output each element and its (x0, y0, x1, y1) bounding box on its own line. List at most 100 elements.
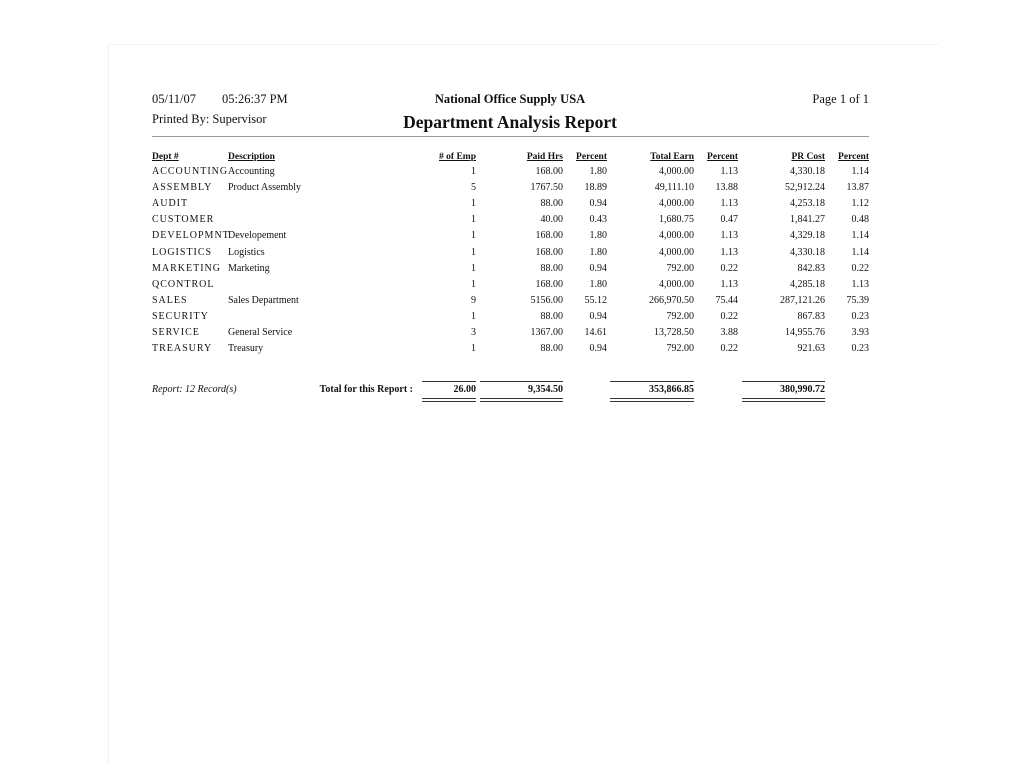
cell-value: 1 (471, 214, 476, 226)
cell-value: 1 (471, 343, 476, 355)
cell-value: 55.12 (584, 294, 608, 306)
cell-value: 4,329.18 (790, 230, 825, 242)
cell-value: 168.00 (535, 246, 564, 258)
cell-value: 4,000.00 (659, 198, 694, 210)
cell-value: 1.14 (851, 230, 870, 242)
column-header: PR Cost (791, 152, 825, 162)
record-count: Report: 12 Record(s) (152, 384, 237, 395)
cell-value: 4,253.18 (790, 198, 825, 210)
cell-value: 266,970.50 (649, 294, 694, 306)
cell-value: 0.23 (851, 343, 870, 355)
cell-value: 4,000.00 (659, 278, 694, 290)
cell-value: 1 (471, 310, 476, 322)
total-value: 353,866.85 (649, 384, 694, 395)
cell-value: 14.61 (584, 327, 608, 338)
dept-description: Treasury (228, 343, 264, 355)
cell-value: 1,680.75 (659, 214, 694, 226)
cell-value: 0.23 (851, 310, 870, 322)
cell-value: 3.88 (720, 327, 739, 338)
cell-value: 0.94 (589, 262, 608, 274)
total-rule (742, 381, 825, 382)
dept-description: Developement (228, 230, 287, 242)
dept-code: CUSTOMER (152, 214, 215, 226)
report-date: 05/11/07 (152, 92, 196, 106)
dept-description: General Service (228, 327, 293, 338)
column-header: Paid Hrs (526, 152, 563, 162)
cell-value: 4,000.00 (659, 246, 694, 258)
cell-value: 1.80 (589, 278, 608, 290)
cell-value: 18.89 (584, 182, 608, 194)
cell-value: 1 (471, 230, 476, 242)
page-number: Page 1 of 1 (812, 92, 869, 106)
cell-value: 13,728.50 (654, 327, 694, 338)
cell-value: 1.13 (720, 198, 739, 210)
dept-code: SERVICE (152, 327, 200, 338)
total-rule (422, 381, 476, 382)
cell-value: 5 (471, 182, 476, 194)
cell-value: 4,000.00 (659, 230, 694, 242)
cell-value: 1.14 (851, 166, 870, 177)
cell-value: 88.00 (540, 262, 564, 274)
cell-value: 3.93 (851, 327, 870, 338)
cell-value: 0.94 (589, 310, 608, 322)
dept-description: Logistics (228, 246, 265, 258)
cell-value: 792.00 (666, 310, 695, 322)
cell-value: 842.83 (797, 262, 826, 274)
cell-value: 1 (471, 246, 476, 258)
cell-value: 88.00 (540, 343, 564, 355)
cell-value: 1.13 (720, 278, 739, 290)
cell-value: 1.14 (851, 246, 870, 258)
column-header: Description (228, 152, 275, 162)
dept-description: Accounting (228, 166, 275, 177)
header-rule (152, 136, 869, 137)
total-label: Total for this Report : (319, 384, 413, 395)
cell-value: 1.13 (851, 278, 870, 290)
report-page (108, 44, 939, 765)
dept-code: TREASURY (152, 343, 213, 355)
cell-value: 0.47 (720, 214, 739, 226)
cell-value: 1.13 (720, 230, 739, 242)
cell-value: 49,111.10 (654, 182, 694, 194)
column-header: Total Earn (650, 152, 694, 162)
total-rule (480, 381, 563, 382)
cell-value: 792.00 (666, 262, 695, 274)
cell-value: 1.12 (851, 198, 870, 210)
cell-value: 1 (471, 166, 476, 177)
dept-description: Marketing (228, 262, 270, 274)
column-header: Percent (838, 152, 869, 162)
cell-value: 287,121.26 (780, 294, 825, 306)
report-time: 05:26:37 PM (222, 92, 288, 106)
cell-value: 4,000.00 (659, 166, 694, 177)
cell-value: 75.39 (846, 294, 870, 306)
company-name: National Office Supply USA (434, 92, 586, 106)
cell-value: 9 (471, 294, 476, 306)
cell-value: 0.94 (589, 343, 608, 355)
cell-value: 4,330.18 (790, 246, 825, 258)
cell-value: 75.44 (715, 294, 739, 306)
total-value: 9,354.50 (528, 384, 563, 395)
cell-value: 0.22 (720, 262, 739, 274)
cell-value: 4,330.18 (790, 166, 825, 177)
cell-value: 14,955.76 (785, 327, 825, 338)
dept-description: Sales Department (228, 294, 299, 306)
cell-value: 1.13 (720, 246, 739, 258)
dept-code: ASSEMBLY (152, 182, 213, 194)
cell-value: 0.22 (851, 262, 870, 274)
total-value: 380,990.72 (780, 384, 825, 395)
cell-value: 1 (471, 262, 476, 274)
cell-value: 168.00 (535, 166, 564, 177)
column-header: # of Emp (439, 152, 476, 162)
cell-value: 52,912.24 (785, 182, 825, 194)
cell-value: 13.87 (846, 182, 870, 194)
cell-value: 1.80 (589, 166, 608, 177)
dept-description: Product Assembly (228, 182, 302, 194)
cell-value: 168.00 (535, 230, 564, 242)
cell-value: 1.80 (589, 246, 608, 258)
cell-value: 0.22 (720, 310, 739, 322)
cell-value: 88.00 (540, 198, 564, 210)
total-double-rule (422, 398, 476, 402)
cell-value: 40.00 (540, 214, 564, 226)
dept-code: SECURITY (152, 310, 209, 322)
cell-value: 921.63 (797, 343, 826, 355)
